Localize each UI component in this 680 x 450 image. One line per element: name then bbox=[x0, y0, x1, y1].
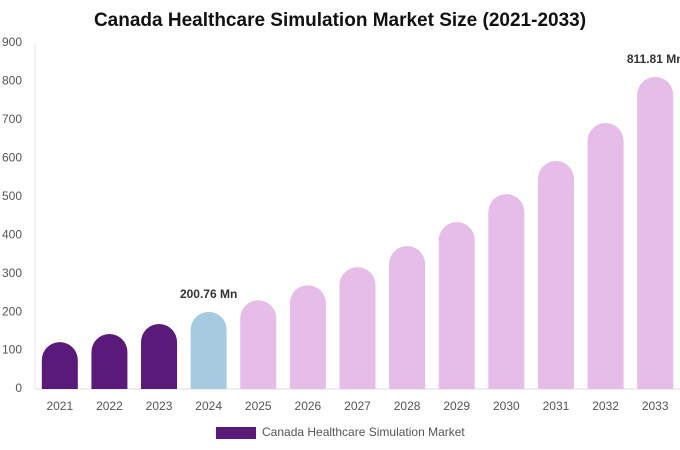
y-tick-label: 800 bbox=[2, 74, 22, 88]
x-tick-label: 2023 bbox=[146, 399, 173, 413]
bar bbox=[637, 76, 674, 390]
bar bbox=[438, 222, 475, 389]
y-tick-label: 0 bbox=[15, 381, 22, 395]
x-tick-label: 2033 bbox=[642, 399, 669, 413]
bar bbox=[190, 311, 227, 389]
y-tick-label: 200 bbox=[2, 304, 22, 318]
y-tick-label: 600 bbox=[2, 151, 22, 165]
y-tick-label: 700 bbox=[2, 112, 22, 126]
x-tick-label: 2022 bbox=[96, 399, 123, 413]
value-label: 811.81 Mn bbox=[627, 52, 680, 66]
legend-label: Canada Healthcare Simulation Market bbox=[262, 425, 465, 439]
x-tick-label: 2027 bbox=[344, 399, 371, 413]
bar bbox=[289, 285, 326, 389]
x-tick-label: 2028 bbox=[394, 399, 421, 413]
y-tick-label: 400 bbox=[2, 227, 22, 241]
bar bbox=[339, 267, 376, 389]
x-tick-label: 2029 bbox=[443, 399, 470, 413]
bar bbox=[389, 245, 426, 389]
bar bbox=[141, 324, 178, 389]
x-tick-label: 2025 bbox=[245, 399, 272, 413]
y-tick-label: 300 bbox=[2, 266, 22, 280]
bar bbox=[41, 342, 78, 389]
y-tick-label: 500 bbox=[2, 189, 22, 203]
x-tick-label: 2021 bbox=[46, 399, 73, 413]
x-tick-label: 2024 bbox=[195, 399, 222, 413]
bar bbox=[587, 122, 624, 390]
x-tick-label: 2030 bbox=[493, 399, 520, 413]
bar bbox=[537, 161, 574, 389]
value-label: 200.76 Mn bbox=[180, 287, 237, 301]
bar bbox=[488, 194, 525, 389]
x-tick-label: 2032 bbox=[592, 399, 619, 413]
chart-title: Canada Healthcare Simulation Market Size… bbox=[94, 10, 586, 31]
bar bbox=[91, 334, 128, 389]
x-tick-label: 2026 bbox=[295, 399, 322, 413]
y-tick-label: 900 bbox=[2, 35, 22, 49]
legend-swatch bbox=[216, 427, 256, 439]
y-tick-label: 100 bbox=[2, 343, 22, 357]
x-tick-label: 2031 bbox=[543, 399, 570, 413]
bar bbox=[240, 300, 277, 389]
